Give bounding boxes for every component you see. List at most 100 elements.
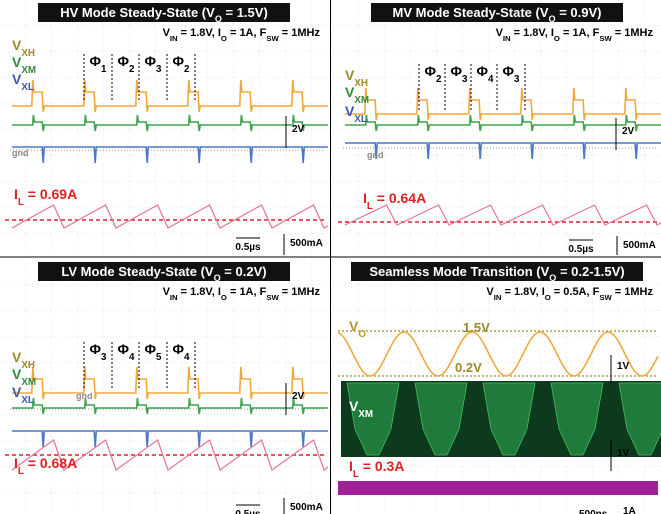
waveform-label: 0.2V	[455, 360, 482, 375]
waveform-label: gnd	[12, 148, 29, 158]
waveform-label-part: 4	[488, 74, 494, 85]
panel-conditions-part: = 1.8V, I	[501, 286, 544, 298]
panel-conditions-part: = 1A, F	[227, 286, 267, 298]
waveform-label-part: XH	[21, 360, 35, 371]
panel-conditions-part: = 1A, F	[560, 27, 600, 39]
waveform-label: 500mA	[290, 238, 323, 249]
panel-title-part: = 1.5V)	[222, 5, 268, 20]
waveform-label-part: XM	[21, 65, 36, 76]
waveform-label-part: 0.2V	[455, 360, 482, 375]
waveform-label-part: 3	[514, 74, 520, 85]
waveform-label: 500mA	[290, 502, 323, 513]
waveform-label-part: 2	[129, 64, 135, 75]
waveform-label-part: XM	[21, 377, 36, 388]
waveform-label: 1A	[623, 506, 636, 514]
waveform-label-part: 1V	[617, 448, 630, 459]
waveform-label-part: 4	[129, 352, 135, 363]
waveform-label: 2V	[622, 126, 635, 137]
panel-conditions-part: = 0.5A, F	[551, 286, 600, 298]
panel-title-part: = 0.9V)	[556, 5, 602, 20]
panel-title-part: = 0.2V)	[221, 264, 267, 279]
waveform-label-part: gnd	[76, 391, 93, 401]
waveform-label: 500mA	[623, 240, 656, 251]
panel-conditions-part: = 1MHz	[279, 286, 321, 298]
waveform-label-part: Φ	[118, 341, 130, 357]
panel-title-part: O	[549, 14, 556, 24]
panel-conditions-part: = 1MHz	[612, 27, 654, 39]
waveform-label-part: 0.5µs	[568, 244, 594, 255]
panel-title-part: Seamless Mode Transition (V	[369, 264, 549, 279]
waveform-label-part: 1V	[617, 361, 630, 372]
waveform-label-part: Φ	[145, 53, 157, 69]
waveform-label-part: 4	[184, 352, 190, 363]
waveform-label: 2V	[292, 391, 305, 402]
waveform-label-part: = 0.3A	[359, 458, 405, 474]
waveform-label-part: 3	[101, 352, 107, 363]
panel-title-part: = 0.2-1.5V)	[556, 264, 624, 279]
waveform-label-part: Φ	[145, 341, 157, 357]
panel: VXHVXMVXLΦ3Φ4Φ5Φ4gnd2VIL = 0.68A0.5µs500…	[0, 259, 376, 514]
waveform-label-part: gnd	[367, 150, 384, 160]
waveform-label-part: 0.5µs	[235, 242, 261, 253]
il-band	[338, 481, 658, 495]
waveform-label-part: 1.5V	[463, 320, 490, 335]
waveform-label-part: 3	[156, 64, 162, 75]
waveform-label-part: Φ	[477, 63, 489, 79]
panel-title-part: O	[214, 273, 221, 283]
waveform-label-part: 2V	[292, 124, 305, 135]
waveform-label-part: Φ	[90, 53, 102, 69]
waveform-label-part: 2	[184, 64, 190, 75]
waveform-label-part: 500mA	[290, 238, 323, 249]
waveform-label-part: = 0.68A	[24, 455, 77, 471]
panel-conditions-part: SW	[599, 293, 612, 302]
waveform-label-part: 0.5µs	[235, 509, 261, 514]
waveform-label-part: 500mA	[623, 240, 656, 251]
waveform-label-part: 1	[101, 64, 107, 75]
waveform-label: 1V	[617, 361, 630, 372]
waveform-label-part: 500ns	[579, 509, 608, 514]
waveform-label-part: Φ	[425, 63, 437, 79]
panel: VXHVXMVXLΦ2Φ3Φ4Φ3gnd2VIL = 0.64A0.5µs500…	[333, 0, 661, 258]
waveform-label-part: 5	[156, 352, 162, 363]
panel-conditions-part: = 1MHz	[279, 27, 321, 39]
waveform-label-part: XM	[358, 409, 373, 420]
panel-title-part: O	[549, 273, 556, 283]
waveform-label-part: Φ	[173, 341, 185, 357]
waveform-label-part: 3	[462, 74, 468, 85]
waveform-label-part: 1A	[623, 506, 636, 514]
figure: VXHVXMVXLΦ1Φ2Φ3Φ2gnd2VIL = 0.69A0.5µs500…	[0, 0, 661, 514]
waveform-label-part: 500mA	[290, 502, 323, 513]
waveform-label-part: XL	[21, 82, 34, 93]
waveform-label: 1V	[617, 448, 630, 459]
waveform-label-part: Φ	[173, 53, 185, 69]
panel-conditions-part: = 1.8V, I	[178, 27, 221, 39]
panel-conditions-part: = 1.8V, I	[511, 27, 554, 39]
panel-title-part: MV Mode Steady-State (V	[393, 5, 549, 20]
waveform-label: 0.5µs	[235, 242, 261, 253]
waveform-label-part: gnd	[12, 148, 29, 158]
waveform-label-part: Φ	[90, 341, 102, 357]
waveform-label-part: 2	[436, 74, 442, 85]
waveform-label-part: XH	[354, 78, 368, 89]
panel-title-part: LV Mode Steady-State (V	[61, 264, 214, 279]
waveform-label-part: XM	[354, 95, 369, 106]
waveform-label-part: Φ	[451, 63, 463, 79]
waveform-label: 0.5µs	[235, 509, 261, 514]
panel-title-part: HV Mode Steady-State (V	[60, 5, 215, 20]
waveform-label-part: = 0.64A	[373, 190, 426, 206]
waveform-label-part: 2V	[622, 126, 635, 137]
waveform-label: gnd	[76, 391, 93, 401]
waveform-label-part: = 0.69A	[24, 186, 77, 202]
waveform-label-part: Φ	[503, 63, 515, 79]
panel-conditions-part: SW	[266, 293, 279, 302]
panel: VO1.5V0.2V1VVXM1VIL = 0.3A500ns1ASeamles…	[333, 259, 661, 514]
waveform-label: 0.5µs	[568, 244, 594, 255]
panel-conditions-part: = 1.8V, I	[178, 286, 221, 298]
waveform-label-part: Φ	[118, 53, 130, 69]
waveform-label: 2V	[292, 124, 305, 135]
panel-conditions-part: = 1A, F	[227, 27, 267, 39]
waveform-label-part: O	[358, 329, 366, 340]
waveform-label: 1.5V	[463, 320, 490, 335]
panel-conditions-part: SW	[266, 34, 279, 43]
